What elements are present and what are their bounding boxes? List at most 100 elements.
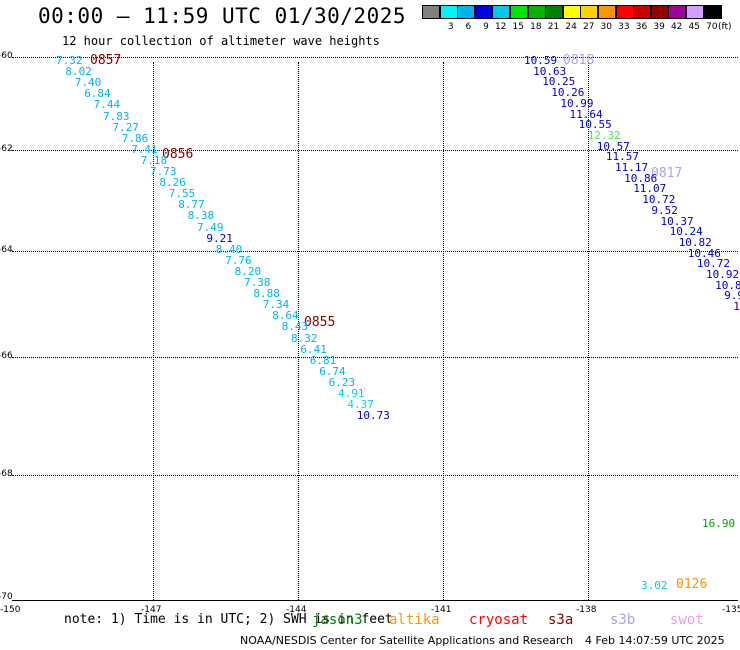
grid-line-lat-62 [12,150,738,151]
wave-height-value: 11.57 [605,150,640,164]
track-label: 0857 [90,53,122,68]
legend-label: 33 [618,22,630,32]
grid-line-lon-147 [153,62,154,600]
legend-label: 42 [670,22,683,32]
wave-height-value: 7.38 [244,276,271,289]
wave-height-value: 7.41 [131,142,158,156]
wave-height-value: 8.20 [234,264,262,278]
wave-height-value: 7.76 [225,253,252,267]
legend-swatch [686,5,704,19]
satellite-label-cryosat: cryosat [469,612,529,628]
wave-height-value: 10.82 [678,235,712,249]
footer-timestamp: 4 Feb 14:07:59 UTC 2025 [585,634,725,647]
track-label: 0818 [563,53,595,68]
grid-line-lat-64 [12,251,738,252]
wave-height-value: 9.52 [651,203,678,217]
wave-height-value: 10.63 [533,64,567,78]
legend-swatch [474,5,493,19]
wave-height-value: 7.83 [103,109,130,123]
wave-height-value: 10.26 [551,86,585,100]
legend-label: 36 [635,22,648,32]
wave-height-value: 10.46 [687,246,721,260]
satellite-label-s3b: s3b [610,612,636,628]
legend-swatch [492,5,511,19]
legend-label: 3 [447,22,454,32]
satellite-label-s3a: s3a [548,612,574,628]
legend-swatch [562,5,581,19]
map-bottom-axis [12,600,738,601]
wave-height-value: 10.24 [669,225,703,239]
track-label: 0126 [676,577,708,592]
satellite-label-altika: altika [389,612,440,628]
wave-height-value: 6.41 [300,342,327,356]
wave-height-value: 7.86 [121,131,149,145]
wave-height-value: 6.23 [328,375,356,389]
wave-height-value: 11.17 [615,161,649,174]
legend-label: 27 [582,22,595,32]
legend-swatch [510,5,528,19]
grid-line-lat-68 [12,475,738,476]
wave-height-value: 11.07 [633,182,667,196]
legend-swatch [580,5,599,19]
legend-label: 12 [494,22,507,32]
satellite-label-jason3: jason3 [312,612,363,628]
legend-label: 21 [547,22,560,32]
lon-label: -144 [286,605,307,615]
wave-height-value: 7.55 [168,187,196,201]
wave-height-value: 6.84 [84,87,111,101]
wave-height-value: 7.32 [56,54,83,67]
legend-label: 18 [530,22,542,32]
legend-label: 9 [483,22,489,32]
wave-height-value: 7.18 [140,153,168,167]
wave-height-value: 10.73 [356,409,390,423]
wave-height-value: 8.32 [291,331,318,345]
legend-label: 15 [512,22,524,32]
legend-swatch [598,5,616,19]
footer-credit: NOAA/NESDIS Center for Satellite Applica… [240,634,574,647]
wave-height-value: 10.92 [706,268,740,281]
legend-swatch [633,5,652,19]
grid-line-lon-138 [588,62,589,600]
legend-label: 6 [465,22,472,32]
lon-label: -147 [141,605,162,615]
wave-height-value: 3.02 [641,579,668,592]
wave-height-value: 10.72 [696,257,731,271]
wave-height-value: 10.81 [715,278,740,292]
lat-label: -68 [0,469,13,479]
legend-swatch [545,5,564,19]
legend-swatch [457,5,476,19]
legend-unit: (ft) [718,22,732,32]
wave-height-value: 9.99 [724,289,740,303]
wave-height-value: 7.73 [150,165,177,178]
legend-swatch [668,5,687,19]
satellite-label-swot: swot [670,612,704,628]
legend-label: 70 [706,22,718,32]
legend-label: 24 [565,22,577,32]
grid-line-lon-144 [298,62,299,600]
wave-height-value: 7.49 [197,220,224,234]
grid-line-lat-60 [12,57,738,58]
wave-height-value: 10.59 [524,54,558,67]
wave-height-value: 10 [733,300,740,314]
wave-height-value: 10.72 [642,193,676,207]
wave-height-value: 10.99 [560,96,594,110]
wave-height-value: 8.88 [253,287,280,301]
wave-height-value: 8.02 [65,65,92,79]
grid-line-lat-66 [12,357,738,358]
wave-height-value: 6.74 [319,364,346,378]
legend-label: 30 [600,22,612,32]
lon-label: -141 [431,605,452,615]
wave-height-value: 7.34 [262,298,290,312]
wave-height-value: 4.37 [347,398,374,412]
wave-height-value: 8.77 [178,198,205,212]
wave-height-value: 12.32 [587,128,621,142]
wave-height-value: 10.55 [578,118,612,132]
legend-swatch [422,5,440,19]
wave-height-value: 9.21 [206,231,233,245]
lon-label: -138 [576,605,597,615]
lon-label: -135 [722,605,740,615]
track-label: 0817 [651,166,683,181]
track-label: 0855 [304,315,336,330]
wave-height-value: 10.25 [542,75,576,89]
wave-height-value: 10.86 [624,171,658,185]
